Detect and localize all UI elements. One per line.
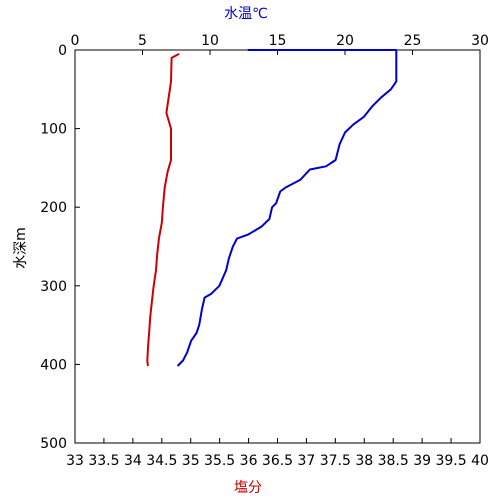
salinity-series-line (146, 53, 180, 367)
bottom-tick-label: 36.5 (262, 453, 293, 469)
bottom-tick-label: 36 (240, 453, 258, 469)
bottom-tick-label: 38 (355, 453, 373, 469)
top-tick-label: 25 (404, 33, 422, 49)
plot-frame-group (74, 49, 481, 444)
y-tick-label: 300 (40, 279, 67, 295)
bottom-tick-label: 37 (298, 453, 316, 469)
bottom-tick-label: 37.5 (320, 453, 351, 469)
y-axis-ticks: 0 100 200 300 400 500 (40, 43, 80, 452)
bottom-tick-label: 34.5 (146, 453, 177, 469)
temperature-series-line (176, 49, 398, 367)
top-tick-label: 0 (71, 33, 80, 49)
series-layer (146, 49, 398, 367)
bottom-tick-label: 38.5 (378, 453, 409, 469)
y-tick-label: 0 (58, 43, 67, 59)
top-tick-label: 15 (269, 33, 287, 49)
bottom-tick-label: 39 (413, 453, 431, 469)
top-axis-title: 水温℃ (224, 6, 268, 22)
y-tick-label: 500 (40, 436, 67, 452)
bottom-axis-ticks: 33 33.5 34 34.5 35 35.5 36 36.5 37 37.5 38 38.5 39 39… (66, 438, 489, 469)
bottom-tick-label: 34 (124, 453, 142, 469)
bottom-tick-label: 35.5 (204, 453, 235, 469)
plot-frame (74, 49, 481, 444)
top-tick-label: 5 (138, 33, 147, 49)
top-tick-label: 30 (471, 33, 489, 49)
bottom-tick-label: 40 (471, 453, 489, 469)
top-tick-label: 10 (201, 33, 219, 49)
y-tick-label: 100 (40, 122, 67, 138)
y-axis-title: 水深m (13, 227, 29, 269)
top-tick-label: 20 (336, 33, 354, 49)
y-tick-label: 400 (40, 357, 67, 373)
bottom-tick-label: 33 (66, 453, 84, 469)
bottom-tick-label: 39.5 (435, 453, 466, 469)
top-axis-ticks: 0 5 10 15 20 25 30 (71, 33, 489, 55)
bottom-tick-label: 35 (182, 453, 200, 469)
y-tick-label: 200 (40, 200, 67, 216)
bottom-tick-label: 33.5 (88, 453, 119, 469)
bottom-axis-title: 塩分 (234, 480, 262, 496)
